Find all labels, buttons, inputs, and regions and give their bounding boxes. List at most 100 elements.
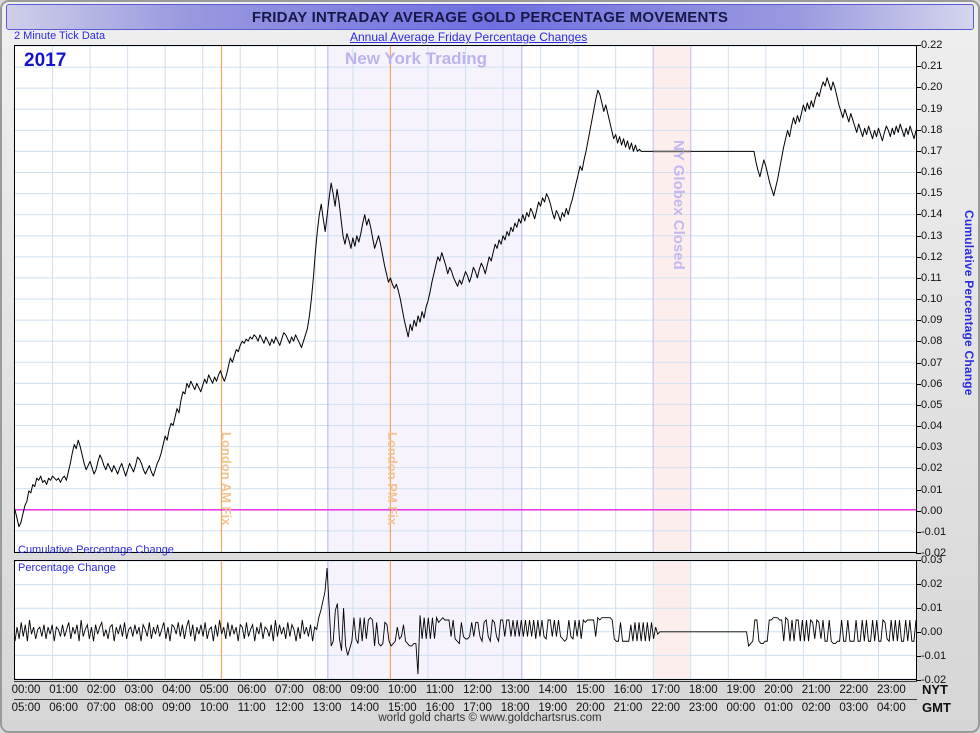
main-y-axis: 0.22 0.21 0.20 0.19 0.18 0.17 0.16 0.15 0.14 0.13… (916, 39, 961, 559)
x-axis-tick-label-gmt: 20:00 (575, 702, 605, 714)
x-axis-tick-label-nyt: 12:00 (463, 684, 492, 696)
x-axis-tick-label-nyt: 04:00 (162, 684, 191, 696)
y-axis-tick-mark (916, 172, 921, 173)
y-axis-tick-mark (916, 66, 921, 68)
footer-credit: world gold charts © www.goldchartsrus.co… (378, 712, 602, 724)
sub-y-axis-tick-label: -0.02 (916, 674, 946, 686)
timezone-label-gmt: GMT (922, 700, 951, 715)
sub-y-axis-tick-mark (916, 656, 921, 657)
y-axis-tick-label: -0.01 (916, 526, 946, 538)
y-axis-tick-mark (916, 45, 921, 46)
y-axis-tick-mark (916, 531, 921, 533)
y-axis-tick-label: 0.18 (916, 124, 942, 136)
y-axis-tick-mark (916, 87, 921, 89)
x-axis-tick-label-nyt: 13:00 (500, 684, 530, 696)
main-chart-panel (14, 45, 917, 553)
x-axis-tick-label-gmt: 19:00 (538, 702, 568, 714)
y-axis-tick-label: 0.19 (916, 103, 942, 115)
x-axis-tick-label-nyt: 14:00 (538, 684, 568, 696)
x-axis-tick-label-nyt: 05:00 (199, 684, 229, 696)
x-axis-tick-label-nyt: 18:00 (688, 684, 718, 696)
x-axis-tick-label-gmt: 08:00 (124, 702, 154, 714)
new-york-trading-label: New York Trading (345, 49, 488, 68)
sub-y-axis-tick-mark (916, 632, 921, 633)
sub-chart-plot (15, 561, 916, 679)
y-axis-tick-label: 0.13 (916, 230, 942, 242)
year-label: 2017 (24, 50, 67, 71)
x-axis-tick-label-nyt: 01:00 (49, 684, 79, 696)
y-axis-tick-label: 0.15 (916, 187, 942, 199)
x-axis-tick-label-nyt: 15:00 (575, 684, 605, 696)
y-axis-tick-label: 0.20 (916, 81, 942, 93)
sub-y-axis-tick-label: 0.00 (916, 626, 942, 638)
y-axis-tick-mark (916, 404, 921, 406)
y-axis-tick-mark (916, 193, 921, 195)
x-axis-tick-label-gmt: 21:00 (613, 702, 643, 714)
y-axis-tick-label: 0.21 (916, 60, 942, 72)
sub-y-axis-tick-label: 0.02 (916, 578, 942, 590)
main-panel-caption: Cumulative Percentage Change (18, 544, 174, 556)
x-axis-tick-label-nyt: 06:00 (237, 684, 267, 696)
y-axis-tick-label: 0.06 (916, 378, 942, 390)
x-axis-tick-label-gmt: 03:00 (839, 702, 869, 714)
y-axis-tick-mark (916, 150, 921, 152)
x-axis-tick-label-gmt: 15:00 (387, 702, 417, 714)
x-axis-tick-label-nyt: 21:00 (801, 684, 831, 696)
x-axis-tick-label-gmt: 00:00 (726, 702, 756, 714)
x-axis-tick-label-nyt: 00:00 (11, 684, 41, 696)
x-axis-tick-label-gmt: 04:00 (876, 702, 906, 714)
x-axis-tick-label-gmt: 23:00 (688, 702, 718, 714)
sub-y-axis-tick-label: 0.03 (916, 554, 942, 566)
x-axis-tick-label-gmt: 13:00 (312, 702, 342, 714)
x-axis-tick-label-nyt: 16:00 (613, 684, 643, 696)
y-axis-tick-mark (916, 235, 921, 237)
y-axis-tick-label: 0.09 (916, 314, 942, 326)
x-axis-tick-label-gmt: 18:00 (500, 702, 530, 714)
ny-globex-closed-label: NY Globex Closed (670, 140, 687, 270)
y-axis-tick-mark (916, 426, 921, 427)
y-axis-tick-label: 0.02 (916, 462, 942, 474)
y-axis-tick-label: 0.03 (916, 441, 942, 453)
x-axis-tick-label-nyt: 23:00 (876, 684, 906, 696)
x-axis-tick-label-gmt: 09:00 (162, 702, 191, 714)
y-axis-tick-label: 0.07 (916, 357, 942, 369)
main-chart-plot (15, 46, 916, 552)
x-axis-tick-label-gmt: 17:00 (463, 702, 492, 714)
sub-y-axis-tick-mark (916, 608, 921, 609)
x-axis-tick-label-gmt: 01:00 (764, 702, 793, 714)
sub-y-axis: 0.03 0.02 0.01 0.00 -0.01 -0.02 (916, 554, 961, 686)
window-title: FRIDAY INTRADAY AVERAGE GOLD PERCENTAGE … (251, 8, 729, 26)
x-axis-tick-label-nyt: 19:00 (726, 684, 756, 696)
chart-subtitle: Annual Average Friday Percentage Changes (350, 30, 588, 44)
y-axis-tick-mark (916, 553, 921, 554)
y-axis-tick-mark (916, 362, 921, 364)
london-am-fix-label: London AM Fix (219, 432, 234, 526)
tick-data-note: 2 Minute Tick Data (14, 30, 106, 42)
x-axis-tick-label-nyt: 20:00 (764, 684, 793, 696)
x-axis-tick-label-nyt: 09:00 (350, 684, 380, 696)
y-axis-tick-label: 0.05 (916, 399, 942, 411)
y-axis-tick-mark (916, 341, 921, 343)
y-axis-tick-mark (916, 108, 921, 110)
sub-header: 2 Minute Tick Data Annual Average Friday… (0, 30, 980, 44)
y-axis-tick-mark (916, 468, 921, 470)
sub-y-axis-tick-label: -0.01 (916, 650, 946, 662)
x-axis-tick-label-nyt: 03:00 (124, 684, 154, 696)
y-axis-tick-label: 0.17 (916, 145, 942, 157)
x-axis-tick-label-gmt: 11:00 (237, 702, 266, 714)
x-axis-divider-top (14, 681, 917, 682)
timezone-label-nyt: NYT (922, 682, 948, 697)
sub-y-axis-tick-mark (916, 680, 921, 681)
x-axis-tick-label-gmt: 10:00 (199, 702, 229, 714)
y-axis-tick-mark (916, 214, 921, 216)
y-axis-tick-label: 0.10 (916, 293, 942, 305)
title-bar: FRIDAY INTRADAY AVERAGE GOLD PERCENTAGE … (6, 4, 974, 30)
y-axis-tick-mark (916, 510, 921, 512)
x-axis-tick-label-gmt: 07:00 (86, 702, 116, 714)
y-axis-title: Cumulative Percentage Change (962, 210, 976, 396)
x-axis-divider-mid (14, 699, 917, 700)
x-axis-tick-label-gmt: 06:00 (49, 702, 79, 714)
x-axis-tick-label-gmt: 12:00 (274, 702, 304, 714)
y-axis-tick-label: 0.22 (916, 39, 942, 51)
x-axis-tick-label-gmt: 22:00 (651, 702, 681, 714)
